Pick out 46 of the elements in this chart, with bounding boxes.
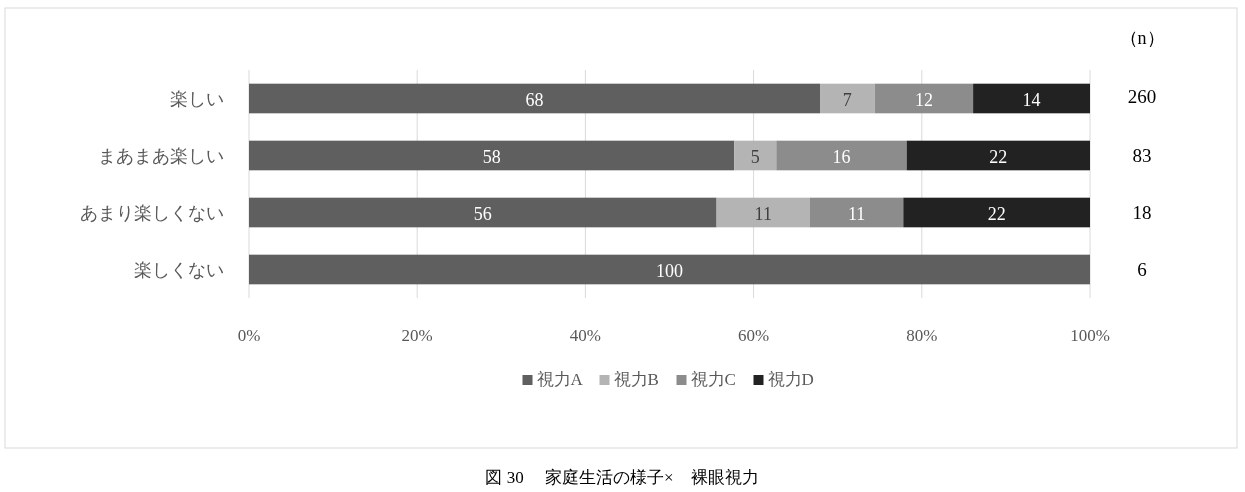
legend-label: 視力D <box>767 370 814 389</box>
data-label: 14 <box>1022 89 1041 110</box>
bar <box>776 140 907 171</box>
data-label: 56 <box>473 203 492 224</box>
bar <box>249 254 1090 285</box>
data-label: 12 <box>914 89 933 110</box>
text: 18 <box>1132 201 1152 223</box>
data-label: 11 <box>847 203 866 224</box>
text: 6 <box>1137 258 1147 280</box>
bar <box>903 197 1090 228</box>
legend-label: 視力A <box>536 370 584 389</box>
y-tick-label: 楽しくない <box>134 259 224 280</box>
x-tick-label: 0% <box>237 326 261 345</box>
bar <box>249 197 717 228</box>
legend-label: 視力C <box>690 370 736 389</box>
bar <box>716 197 810 228</box>
bar <box>906 140 1090 171</box>
data-label: 5 <box>750 146 760 167</box>
data-label: 58 <box>482 146 501 167</box>
bar <box>249 140 735 171</box>
data-label: 68 <box>525 89 544 110</box>
bar <box>249 83 821 114</box>
bar <box>820 83 875 114</box>
text: （n） <box>1119 28 1165 48</box>
bar <box>809 197 904 228</box>
data-label: 22 <box>989 146 1008 167</box>
text: 83 <box>1132 144 1152 166</box>
text: 図 30 家庭生活の様子× 裸眼視力 <box>485 468 759 487</box>
legend-label: 視力B <box>613 370 659 389</box>
bar <box>874 83 974 114</box>
x-tick-label: 100% <box>1070 326 1110 345</box>
data-label: 22 <box>987 203 1006 224</box>
y-tick-label: まあまあ楽しい <box>98 145 224 166</box>
x-tick-label: 40% <box>569 326 601 345</box>
data-label: 16 <box>832 146 851 167</box>
x-tick-label: 20% <box>401 326 433 345</box>
data-label: 11 <box>754 203 772 224</box>
y-tick-label: 楽しい <box>170 88 224 109</box>
y-tick-label: あまり楽しくない <box>80 202 224 223</box>
bar <box>973 83 1090 114</box>
data-label: 100 <box>656 260 683 281</box>
x-tick-label: 80% <box>906 326 938 345</box>
x-tick-label: 60% <box>738 326 770 345</box>
bar <box>734 140 777 171</box>
text: 260 <box>1127 85 1157 107</box>
data-label: 7 <box>842 89 852 110</box>
